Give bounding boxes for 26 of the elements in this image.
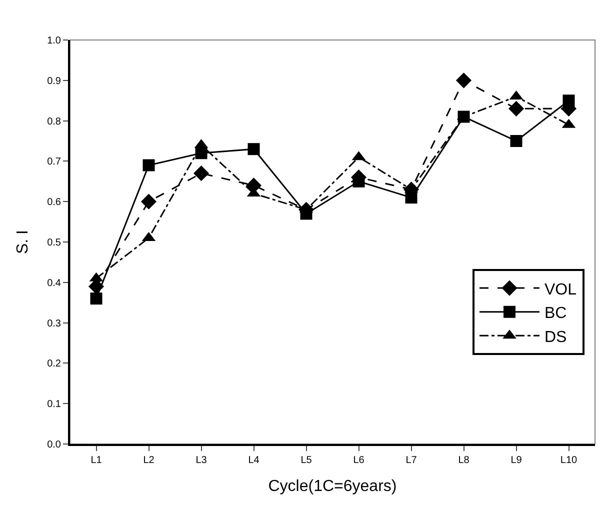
y-tick-label: 0.3 — [47, 318, 62, 330]
y-tick-label: 1.0 — [47, 36, 62, 46]
y-tick-label: 0.4 — [47, 278, 62, 289]
x-tick-label: L1 — [90, 455, 102, 466]
legend-label: VOL — [544, 281, 577, 298]
y-tick-label: 0.8 — [47, 116, 62, 128]
y-tick-label: 0.7 — [47, 156, 62, 168]
x-tick-label: L6 — [353, 455, 365, 466]
y-tick-label: 0.2 — [47, 358, 62, 370]
y-tick-label: 0.0 — [47, 440, 62, 450]
y-tick-label: 0.6 — [47, 197, 62, 208]
x-tick-label: L10 — [560, 455, 578, 466]
x-tick-label: L5 — [300, 455, 312, 466]
x-tick-label: L9 — [510, 455, 522, 466]
legend-label: DS — [544, 328, 567, 346]
x-tick-label: L3 — [196, 455, 208, 466]
y-axis-title: S. I — [14, 230, 32, 254]
x-tick-label: L2 — [143, 455, 155, 466]
y-tick-label: 0.5 — [47, 238, 62, 248]
legend-label: BC — [544, 305, 567, 322]
x-tick-label: L7 — [406, 455, 418, 466]
x-tick-label: L4 — [248, 455, 260, 466]
x-axis-title: Cycle(1C=6years) — [268, 478, 397, 496]
x-tick-label: L8 — [458, 455, 470, 466]
y-tick-label: 0.1 — [47, 399, 62, 410]
y-tick-label: 0.9 — [47, 76, 62, 87]
